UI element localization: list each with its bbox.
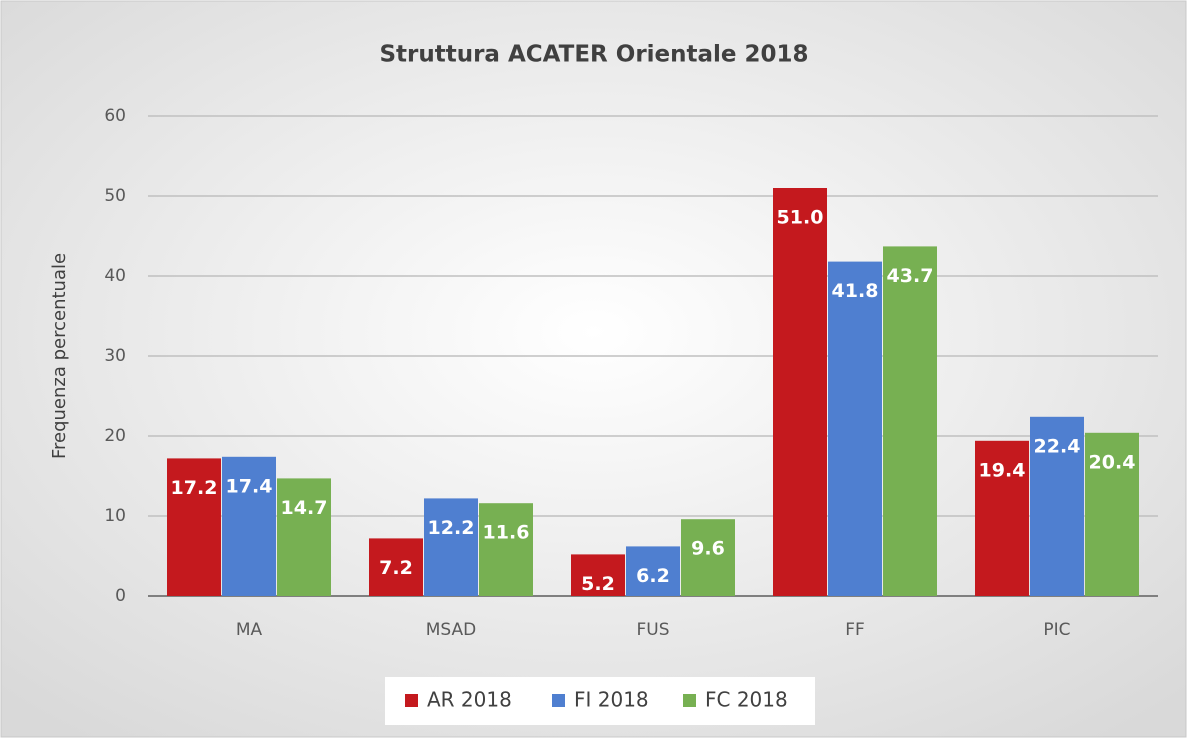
data-label: 7.2 <box>379 557 413 579</box>
y-tick-label: 20 <box>104 426 126 446</box>
x-tick-label: PIC <box>1043 620 1070 640</box>
y-tick-label: 40 <box>104 266 126 286</box>
bar <box>883 246 937 596</box>
bar <box>1085 432 1139 596</box>
legend-box <box>385 677 815 725</box>
data-label: 17.4 <box>226 475 273 497</box>
bar <box>571 554 625 596</box>
data-label: 17.2 <box>171 477 218 499</box>
y-axis-label: Frequenza percentuale <box>49 253 70 459</box>
y-tick-label: 0 <box>115 586 126 606</box>
bar <box>626 546 680 596</box>
x-tick-label: MSAD <box>426 620 477 640</box>
legend-swatch <box>405 694 418 707</box>
data-label: 19.4 <box>979 459 1026 481</box>
bar <box>167 458 221 596</box>
data-label: 5.2 <box>581 573 615 595</box>
data-label: 20.4 <box>1089 451 1136 473</box>
x-tick-label: MA <box>236 620 263 640</box>
x-tick-label: FF <box>845 620 865 640</box>
y-tick-label: 10 <box>104 506 126 526</box>
data-label: 12.2 <box>428 517 475 539</box>
data-label: 9.6 <box>691 538 725 560</box>
bar <box>222 456 276 596</box>
data-label: 6.2 <box>636 565 670 587</box>
bar <box>828 261 882 596</box>
bar <box>369 538 423 596</box>
legend-label: FC 2018 <box>705 688 788 712</box>
bar <box>424 498 478 596</box>
bar <box>681 519 735 596</box>
bar <box>277 478 331 596</box>
bar <box>479 503 533 596</box>
y-tick-label: 50 <box>104 186 126 206</box>
data-label: 22.4 <box>1034 435 1081 457</box>
x-tick-label: FUS <box>636 620 669 640</box>
legend-label: AR 2018 <box>427 688 512 712</box>
data-label: 11.6 <box>483 522 530 544</box>
legend-swatch <box>552 694 565 707</box>
legend-label: FI 2018 <box>574 688 649 712</box>
data-label: 41.8 <box>832 280 879 302</box>
legend-swatch <box>683 694 696 707</box>
bar <box>1030 416 1084 596</box>
y-tick-label: 30 <box>104 346 126 366</box>
data-label: 43.7 <box>887 265 934 287</box>
y-tick-label: 60 <box>104 106 126 126</box>
data-label: 14.7 <box>281 497 328 519</box>
data-label: 51.0 <box>777 207 824 229</box>
chart-title: Struttura ACATER Orientale 2018 <box>379 42 808 68</box>
bar <box>975 440 1029 596</box>
bar <box>773 188 827 596</box>
